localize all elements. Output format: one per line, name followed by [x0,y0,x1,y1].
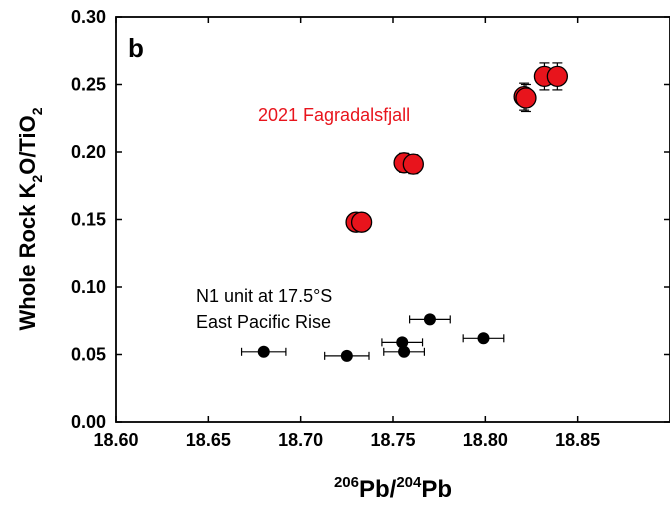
x-tick-label: 18.70 [278,430,323,450]
y-tick-label: 0.15 [71,210,106,230]
panel-label: b [128,33,144,63]
x-tick-label: 18.65 [186,430,231,450]
fagradalsfjall-data-point [546,65,569,88]
x-tick-label: 18.80 [463,430,508,450]
x-tick-label: 18.75 [370,430,415,450]
plot-frame [115,16,670,423]
y-tick-label: 0.20 [71,142,106,162]
data-marks [240,62,569,362]
y-tick-label: 0.00 [71,412,106,432]
axis-ticks: 18.60 18.65 18.70 18.75 18.80 18.85 0.00 0.05 0.… [71,7,670,450]
annotation-east-pacific-rise: East Pacific Rise [196,312,331,332]
epr-data-point [340,349,353,362]
y-tick-label: 0.30 [71,7,106,27]
x-tick-label: 18.60 [93,430,138,450]
fagradalsfjall-data-point [515,87,537,109]
x-tick-label: 18.85 [555,430,600,450]
epr-data-point [423,313,436,326]
y-tick-label: 0.10 [71,277,106,297]
y-tick-label: 0.05 [71,345,106,365]
annotation-fagradalsfjall: 2021 Fagradalsfjall [258,105,410,125]
x-axis-title: 206Pb/204Pb [334,474,452,503]
y-axis-title: Whole Rock K2O/TiO2 [15,107,45,330]
epr-data-point [396,336,409,349]
fagradalsfjall-data-point [350,211,373,233]
annotation-n1-unit: N1 unit at 17.5°S [196,286,332,306]
fagradalsfjall-data-point [402,153,424,175]
epr-data-point [477,332,490,345]
epr-data-point [257,345,270,358]
y-tick-label: 0.25 [71,75,106,95]
epr-data-point [398,345,411,358]
